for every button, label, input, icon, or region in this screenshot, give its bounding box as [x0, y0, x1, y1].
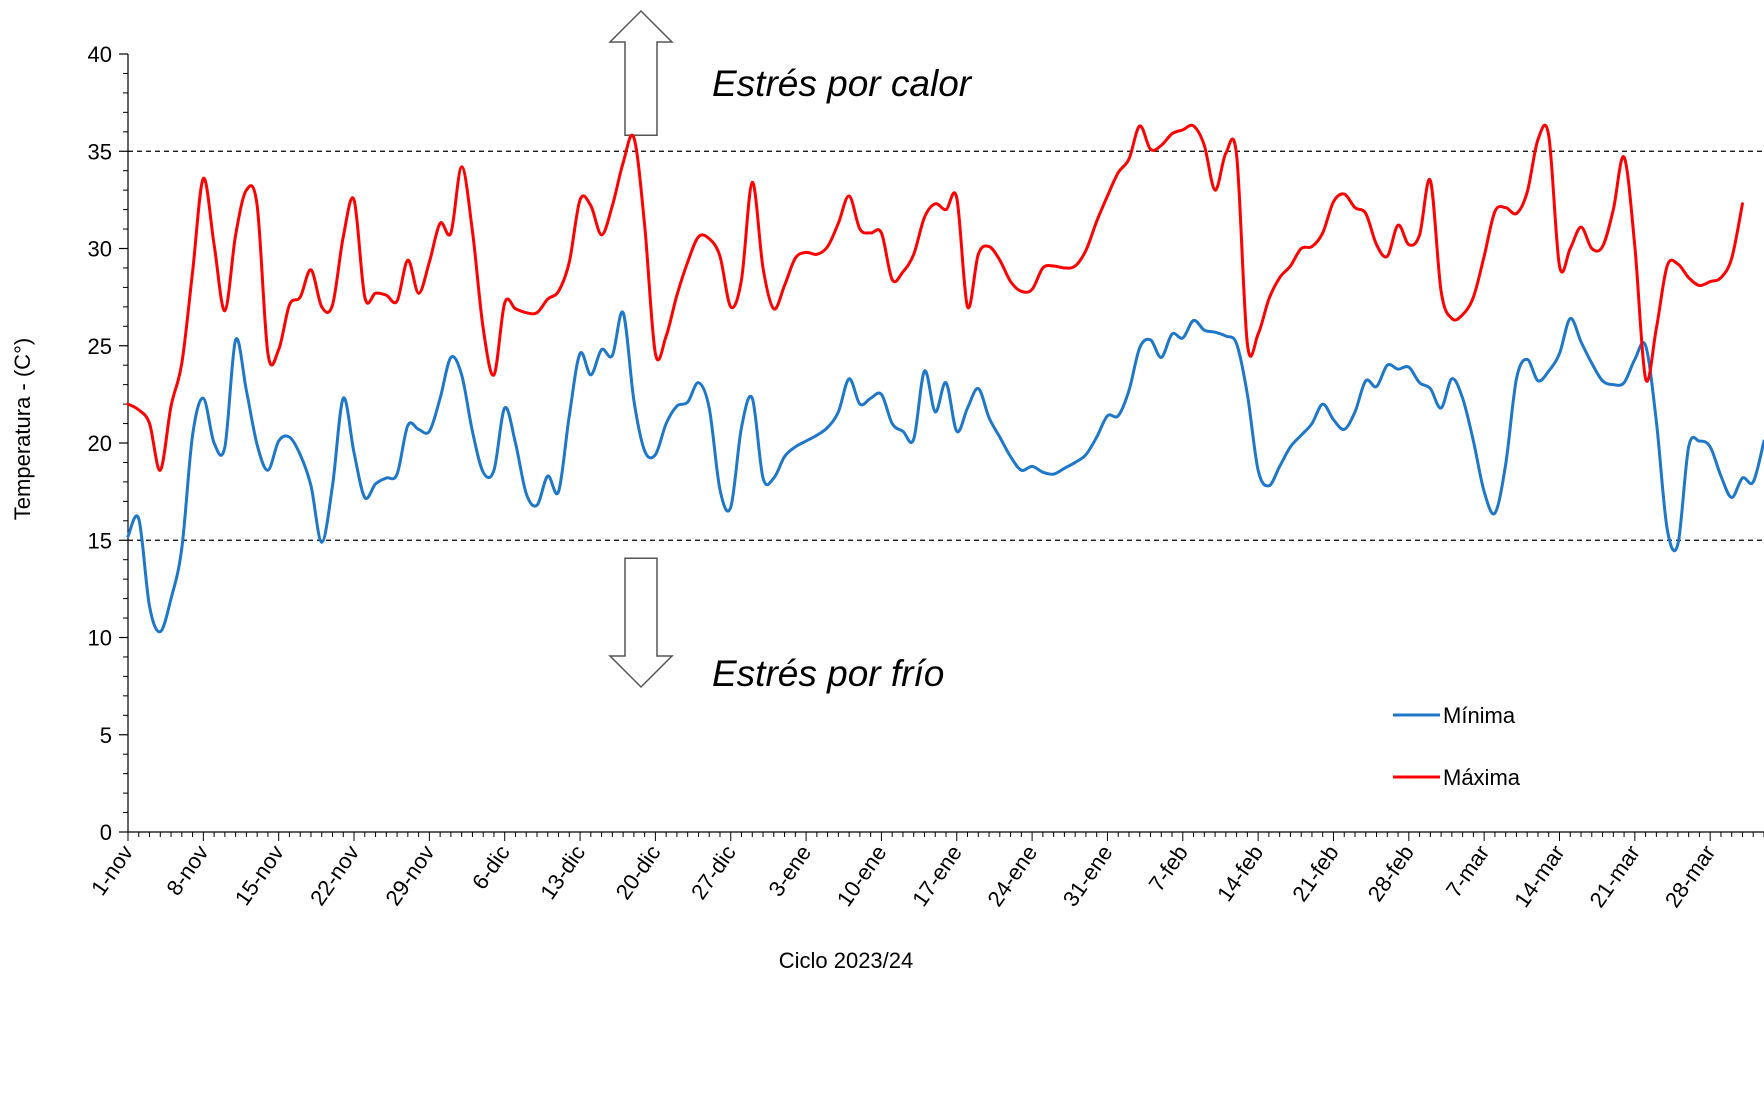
x-tick-label: 15-nov — [230, 841, 289, 910]
x-tick-label: 3-ene — [763, 841, 816, 901]
series-line-maxima — [126, 123, 1744, 472]
x-tick-label: 17-ene — [907, 841, 967, 911]
x-tick-label: 14-feb — [1212, 841, 1268, 906]
x-tick-label: 29-nov — [380, 841, 439, 910]
series-lines — [126, 123, 1764, 634]
stress-arrows — [608, 9, 674, 689]
x-tick-label: 8-nov — [161, 841, 213, 900]
x-tick-label: 20-dic — [611, 841, 666, 904]
x-tick-label: 10-ene — [832, 841, 892, 911]
heat-stress-annotation: Estrés por calor — [712, 63, 973, 104]
legend-label-maxima: Máxima — [1443, 765, 1521, 790]
down-arrow-icon — [608, 557, 674, 689]
x-tick-label: 1-nov — [86, 841, 138, 900]
y-tick-label: 40 — [88, 42, 112, 67]
y-tick-label: 30 — [88, 237, 112, 262]
x-tick-label: 21-mar — [1584, 841, 1644, 912]
legend-label-minima: Mínima — [1443, 703, 1516, 728]
x-axis-title: Ciclo 2023/24 — [779, 948, 914, 973]
y-tick-label: 15 — [88, 528, 112, 553]
x-tick-label: 24-ene — [982, 841, 1042, 911]
y-tick-label: 20 — [88, 431, 112, 456]
x-tick-label: 22-nov — [305, 841, 364, 910]
up-arrow-icon — [608, 9, 674, 136]
y-tick-label: 35 — [88, 139, 112, 164]
legend: Mínima Máxima — [1393, 703, 1521, 790]
y-tick-label: 5 — [100, 723, 112, 748]
x-tick-label: 13-dic — [535, 841, 590, 904]
threshold-lines — [128, 150, 1764, 541]
cold-stress-annotation: Estrés por frío — [712, 653, 944, 694]
x-tick-label: 27-dic — [686, 841, 741, 904]
x-tick-label: 28-mar — [1660, 841, 1720, 912]
x-tick-label: 14-mar — [1509, 841, 1569, 912]
series-line-minima — [126, 310, 1764, 634]
y-tick-label: 25 — [88, 334, 112, 359]
y-axis-title: Temperatura - (C°) — [10, 338, 35, 520]
y-tick-label: 0 — [100, 820, 112, 845]
x-tick-label: 28-feb — [1363, 841, 1419, 906]
x-tick-label: 6-dic — [467, 841, 515, 894]
x-tick-label: 7-mar — [1441, 841, 1494, 902]
x-tick-label: 7-feb — [1144, 841, 1193, 896]
x-tick-label: 31-ene — [1058, 841, 1118, 911]
x-tick-label: 21-feb — [1287, 841, 1343, 906]
y-tick-label: 10 — [88, 626, 112, 651]
